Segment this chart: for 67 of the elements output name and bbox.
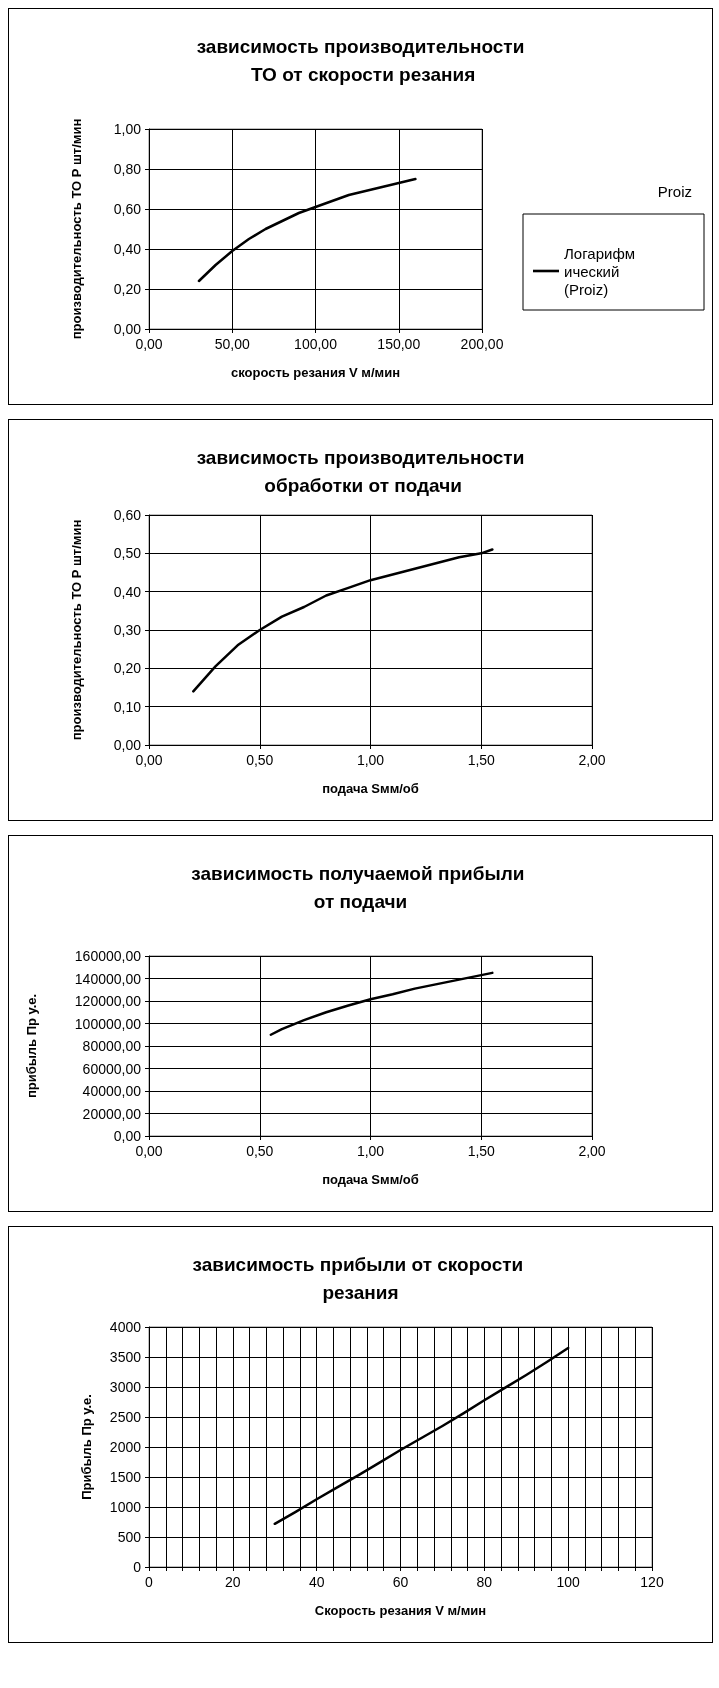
y-axis-title: производительность ТО Р шт/мин — [68, 519, 84, 741]
y-axis-title: Прибыль Пр у.е. — [78, 1394, 94, 1500]
x-tick-label: 2,00 — [578, 752, 606, 768]
y-tick-label: 4000 — [109, 1319, 142, 1335]
x-tick-label: 1,50 — [467, 1143, 496, 1159]
y-tick-label: 20000,00 — [82, 1105, 142, 1122]
x-tick-label: 0,50 — [246, 1143, 274, 1159]
x-tick-label: 0,00 — [135, 336, 163, 352]
y-tick-label: 3000 — [109, 1379, 142, 1395]
x-tick-label: 2,00 — [578, 1143, 606, 1159]
y-tick-label: 100000,00 — [74, 1015, 142, 1032]
y-tick-label: 0,20 — [113, 281, 142, 297]
x-tick-label: 20 — [225, 1574, 241, 1590]
x-tick-label: 0,00 — [135, 752, 163, 768]
y-tick-label: 0,00 — [113, 1128, 142, 1144]
y-tick-label: 0 — [133, 1559, 142, 1575]
y-tick-label: 500 — [117, 1529, 142, 1545]
chart-title: зависимость получаемой прибыли от подачи — [191, 862, 530, 912]
x-axis-title: Скорость резания V м/мин — [314, 1602, 487, 1618]
y-tick-label: 0,60 — [113, 201, 142, 217]
y-tick-label: 0,60 — [113, 507, 142, 523]
y-tick-label: 0,10 — [113, 698, 142, 715]
y-tick-label: 3500 — [109, 1349, 142, 1365]
legend-label: Логарифмический (Proiz) — [564, 244, 636, 298]
y-axis-title: прибыль Пр у.е. — [23, 993, 39, 1099]
y-tick-label: 1,00 — [113, 121, 142, 137]
x-tick-label: 1,00 — [356, 752, 385, 768]
y-tick-label: 80000,00 — [82, 1038, 142, 1054]
y-tick-label: 40000,00 — [82, 1083, 142, 1099]
chart-title: зависимость производительности ТО от скорости резания — [196, 35, 525, 85]
y-tick-label: 0,80 — [113, 161, 142, 177]
chart-title: зависимость прибыли от скорости резания — [192, 1253, 529, 1303]
y-tick-label: 0,00 — [113, 321, 142, 337]
y-tick-label: 60000,00 — [82, 1060, 142, 1077]
x-tick-label: 80 — [476, 1574, 493, 1590]
y-tick-label: 1000 — [109, 1499, 142, 1515]
y-tick-label: 0,20 — [113, 660, 142, 677]
y-tick-label: 140000,00 — [74, 970, 142, 987]
x-tick-label: 100 — [556, 1574, 581, 1590]
x-tick-label: 120 — [640, 1574, 664, 1590]
y-tick-label: 1500 — [109, 1469, 142, 1485]
x-tick-label: 200,00 — [460, 336, 504, 352]
legend-title: Proiz — [657, 183, 693, 200]
y-axis-title: производительность ТО Р шт/мин — [68, 118, 84, 340]
y-tick-label: 160000,00 — [74, 948, 142, 964]
y-tick-label: 2000 — [109, 1439, 142, 1455]
y-tick-label: 0,40 — [113, 241, 142, 257]
y-tick-label: 2500 — [109, 1409, 142, 1425]
y-tick-label: 0,50 — [113, 545, 142, 562]
x-axis-title: подача Sмм/об — [322, 780, 419, 796]
y-tick-label: 0,30 — [113, 622, 142, 638]
x-axis-title: скорость резания V м/мин — [230, 364, 401, 380]
x-tick-label: 40 — [308, 1574, 325, 1590]
x-tick-label: 60 — [392, 1574, 409, 1590]
x-tick-label: 1,00 — [356, 1143, 385, 1159]
y-tick-label: 120000,00 — [74, 993, 142, 1009]
x-tick-label: 50,00 — [214, 336, 250, 352]
x-tick-label: 1,50 — [467, 752, 496, 768]
x-tick-label: 150,00 — [377, 336, 421, 352]
x-axis-title: подача Sмм/об — [322, 1171, 419, 1187]
y-tick-label: 0,00 — [113, 737, 142, 753]
x-tick-label: 0,00 — [135, 1143, 163, 1159]
x-tick-label: 100,00 — [294, 336, 338, 352]
x-tick-label: 0,50 — [246, 752, 274, 768]
y-tick-label: 0,40 — [113, 583, 142, 600]
chart-title: зависимость производительности обработки от подачи — [196, 446, 525, 496]
x-tick-label: 0 — [145, 1574, 154, 1590]
